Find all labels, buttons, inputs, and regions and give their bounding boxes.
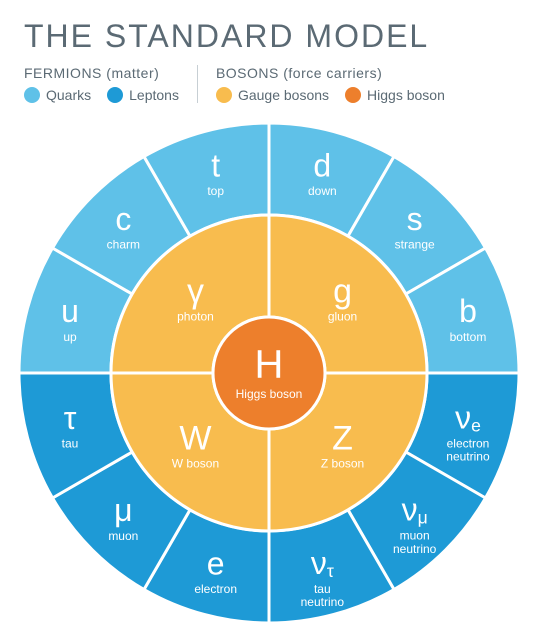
legend-fermions-header: FERMIONS (matter) [24,65,179,81]
label-up: up [63,330,77,344]
legend-item-gauge: Gauge bosons [216,87,329,103]
symbol-charm: c [115,201,131,237]
symbol-higgs: H [254,343,283,387]
swatch-quarks [24,87,40,103]
label-W-boson: W boson [171,457,218,471]
label-top: top [207,184,224,198]
legend-label-leptons: Leptons [129,87,179,103]
symbol-down: d [313,147,331,183]
symbol-up: u [61,293,79,329]
label-bottom: bottom [449,330,486,344]
label-higgs: Higgs boson [235,387,302,401]
legend-item-quarks: Quarks [24,87,91,103]
page-title: THE STANDARD MODEL [0,0,537,65]
symbol-electron: e [206,545,224,581]
swatch-gauge [216,87,232,103]
symbol-Z-boson: Z [332,420,353,458]
symbol-strange: s [406,201,422,237]
legend-label-gauge: Gauge bosons [238,87,329,103]
swatch-leptons [107,87,123,103]
label-down: down [307,184,336,198]
symbol-tau: τ [63,400,76,436]
label-electron: electron [194,582,237,596]
symbol-photon: γ [186,272,203,310]
legend: FERMIONS (matter) Quarks Leptons BOSONS … [0,65,537,103]
legend-item-higgs: Higgs boson [345,87,445,103]
standard-model-chart: uupccharmttopddownsstrangebbottomνeelect… [13,117,525,629]
swatch-higgs [345,87,361,103]
symbol-bottom: b [459,293,477,329]
label-photon: photon [177,310,214,324]
label-muon: muon [108,529,138,543]
label-tau: tau [61,436,78,450]
symbol-gluon: g [333,272,352,310]
legend-label-quarks: Quarks [46,87,91,103]
label-charm: charm [106,238,139,252]
legend-divider [197,65,198,103]
legend-item-leptons: Leptons [107,87,179,103]
symbol-muon: μ [114,492,132,528]
legend-fermions: FERMIONS (matter) Quarks Leptons [24,65,179,103]
legend-bosons-header: BOSONS (force carriers) [216,65,445,81]
label-electron-neutrino: electronneutrino [446,436,490,463]
chart-svg: uupccharmttopddownsstrangebbottomνeelect… [13,117,525,629]
symbol-top: t [211,147,220,183]
label-Z-boson: Z boson [320,457,363,471]
symbol-W-boson: W [179,420,211,458]
label-gluon: gluon [327,310,356,324]
legend-bosons: BOSONS (force carriers) Gauge bosons Hig… [216,65,445,103]
label-strange: strange [394,238,434,252]
legend-label-higgs: Higgs boson [367,87,445,103]
